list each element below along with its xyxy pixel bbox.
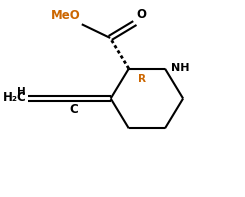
Text: MeO: MeO <box>51 9 81 22</box>
Text: R: R <box>138 73 146 84</box>
Text: C: C <box>70 103 79 116</box>
Text: O: O <box>137 8 147 21</box>
Text: NH: NH <box>171 63 189 73</box>
Text: H: H <box>17 86 25 97</box>
Text: H₂C: H₂C <box>3 91 27 104</box>
